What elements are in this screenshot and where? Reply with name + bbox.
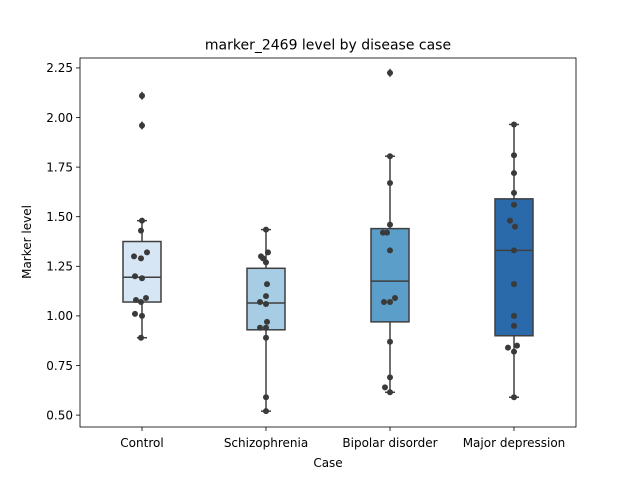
data-point bbox=[257, 299, 263, 306]
y-tick-label: 1.00 bbox=[46, 309, 73, 323]
data-point bbox=[387, 247, 393, 254]
data-point bbox=[511, 281, 517, 288]
data-point bbox=[143, 295, 149, 302]
data-point bbox=[387, 389, 393, 396]
data-point bbox=[139, 275, 145, 282]
data-point bbox=[511, 247, 517, 254]
data-point bbox=[263, 226, 269, 233]
data-point bbox=[387, 221, 393, 228]
box bbox=[370, 227, 410, 323]
data-point bbox=[264, 281, 270, 288]
data-point bbox=[387, 374, 393, 381]
y-tick-label: 2.00 bbox=[46, 111, 73, 125]
data-point bbox=[507, 217, 513, 224]
data-point bbox=[387, 153, 393, 160]
data-point bbox=[131, 253, 137, 260]
data-point bbox=[132, 310, 138, 317]
x-tick-label: Major depression bbox=[463, 436, 566, 450]
data-point bbox=[511, 189, 517, 196]
data-point bbox=[511, 152, 517, 159]
data-point bbox=[144, 249, 150, 256]
data-point bbox=[263, 301, 269, 307]
data-point bbox=[133, 297, 139, 304]
data-point bbox=[139, 217, 145, 224]
data-point bbox=[138, 227, 144, 234]
x-tick-label: Bipolar disorder bbox=[342, 436, 437, 450]
data-point bbox=[139, 122, 145, 129]
data-point bbox=[138, 299, 144, 306]
data-point bbox=[511, 121, 517, 128]
data-point bbox=[512, 223, 518, 230]
box-group bbox=[370, 68, 410, 394]
data-point bbox=[381, 299, 387, 306]
data-point bbox=[263, 408, 269, 415]
plot-frame bbox=[79, 57, 577, 428]
y-tick-label: 1.75 bbox=[46, 160, 73, 174]
data-point bbox=[387, 299, 393, 306]
y-tick-label: 1.25 bbox=[46, 260, 73, 274]
data-point bbox=[263, 324, 269, 331]
data-point bbox=[387, 179, 393, 186]
x-tick-label: Control bbox=[120, 436, 163, 450]
plot-area: 0.50 0.75 1.00 1.25 1.50 1.75 2.00 2.25 Control S… bbox=[46, 57, 577, 450]
data-point bbox=[264, 318, 270, 325]
data-point bbox=[265, 249, 271, 256]
data-point bbox=[392, 295, 398, 302]
y-tick-label: 1.50 bbox=[46, 210, 73, 224]
data-point bbox=[384, 229, 390, 236]
data-point bbox=[139, 92, 145, 99]
data-point bbox=[263, 394, 269, 401]
data-point bbox=[387, 69, 393, 76]
data-point bbox=[511, 322, 517, 329]
data-point bbox=[263, 334, 269, 341]
data-point bbox=[382, 384, 388, 391]
x-axis-title: Case bbox=[313, 456, 342, 470]
chart-title: marker_2469 level by disease case bbox=[205, 38, 451, 54]
data-point bbox=[511, 312, 517, 319]
data-point bbox=[511, 201, 517, 208]
data-point bbox=[132, 273, 138, 280]
data-point bbox=[138, 334, 144, 341]
data-point bbox=[257, 324, 263, 331]
data-point bbox=[511, 348, 517, 355]
data-point bbox=[138, 255, 144, 262]
data-point bbox=[139, 312, 145, 319]
data-point bbox=[505, 344, 511, 351]
data-point bbox=[514, 342, 520, 349]
y-tick-label: 0.50 bbox=[46, 408, 73, 422]
data-point bbox=[263, 293, 269, 300]
data-point bbox=[263, 259, 269, 266]
y-axis-title: Marker level bbox=[20, 205, 34, 279]
data-point bbox=[511, 394, 517, 401]
data-point bbox=[387, 338, 393, 345]
y-tick-label: 0.75 bbox=[46, 359, 73, 373]
y-tick-label: 2.25 bbox=[46, 61, 73, 75]
x-tick-label: Schizophrenia bbox=[224, 436, 308, 450]
data-point bbox=[511, 170, 517, 177]
box bbox=[122, 240, 162, 303]
